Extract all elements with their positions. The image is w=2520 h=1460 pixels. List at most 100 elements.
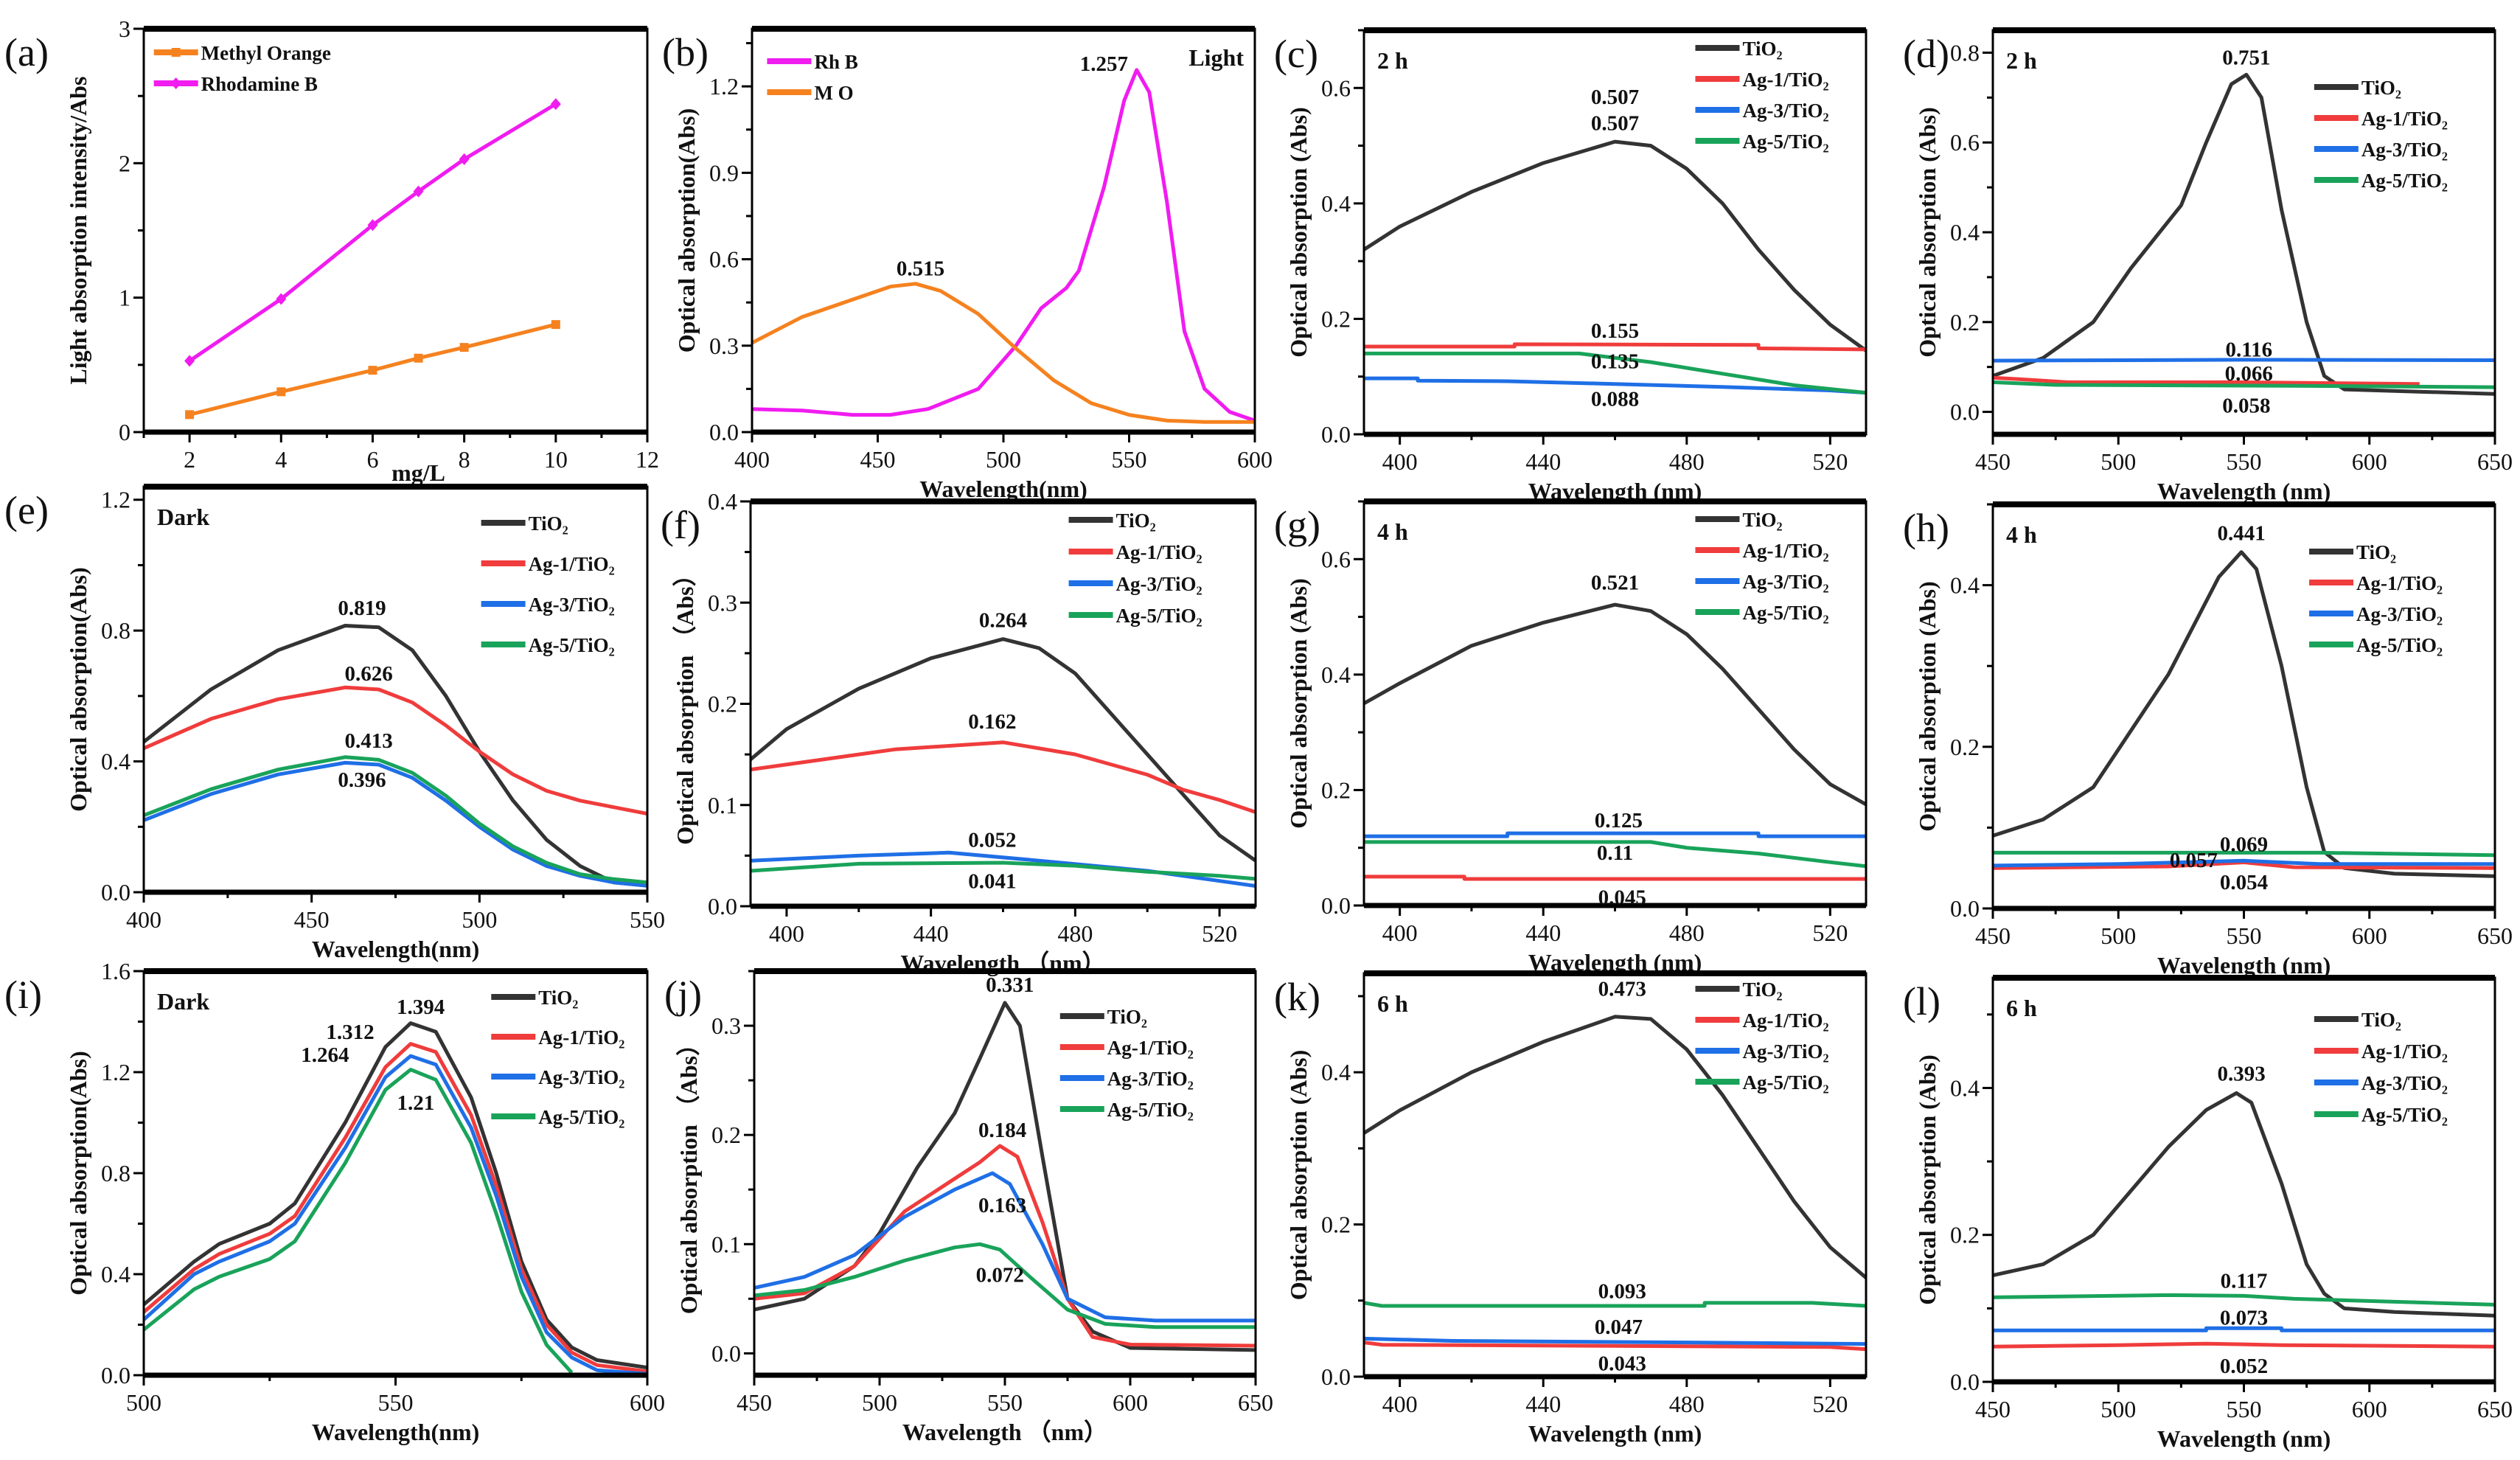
condition-label: Light (1188, 44, 1244, 71)
legend-item: TiO₂ (2314, 1009, 2401, 1031)
legend-item: TiO₂ (1695, 509, 1783, 531)
x-tick-label: 650 (2477, 1396, 2513, 1422)
series-line-tio- (751, 637, 1256, 863)
x-tick-label: 550 (2227, 448, 2262, 475)
series-line-ag-3-tio- (144, 1054, 647, 1375)
x-tick-label: 450 (737, 1389, 772, 1416)
y-tick-label: 0.2 (711, 1122, 741, 1148)
legend: TiO₂ Ag-1/TiO₂ Ag-3/TiO₂ Ag-5/TiO₂ (2314, 77, 2448, 192)
legend-label: Ag-5/TiO₂ (1742, 1071, 1828, 1094)
y-tick-label: 0.4 (1950, 219, 1980, 246)
legend-label: Ag-3/TiO₂ (1742, 571, 1828, 593)
legend: TiO₂ Ag-1/TiO₂ Ag-3/TiO₂ Ag-5/TiO₂ (2314, 1009, 2448, 1126)
legend-label: TiO₂ (2361, 1009, 2401, 1031)
panel-label: (d) (1903, 32, 1949, 76)
legend-label: Ag-5/TiO₂ (1742, 131, 1828, 153)
x-tick-label: 550 (2227, 1396, 2262, 1422)
series-line-tio- (1993, 1091, 2495, 1318)
peak-value-annotation: 0.184 (978, 1119, 1026, 1142)
legend-item: Ag-3/TiO₂ (1695, 100, 1829, 122)
series-line-tio- (1993, 550, 2495, 878)
series-line-ag-5-tio- (1993, 850, 2495, 858)
peak-value-annotation: 0.058 (2222, 394, 2270, 417)
legend-marker (170, 77, 181, 89)
legend-label: TiO₂ (2356, 541, 2396, 563)
legend-label: Ag-3/TiO₂ (2361, 1072, 2448, 1094)
peak-value-annotation: 0.162 (968, 710, 1016, 734)
legend-label: Ag-3/TiO₂ (2361, 139, 2448, 161)
y-tick-label: 0.1 (708, 792, 737, 818)
legend: TiO₂ Ag-1/TiO₂ Ag-3/TiO₂ Ag-5/TiO₂ (1695, 38, 1829, 153)
panel-label: (c) (1274, 32, 1318, 76)
legend-item: TiO₂ (491, 987, 578, 1009)
data-point-marker (550, 98, 561, 111)
y-tick-label: 0.4 (1950, 572, 1980, 599)
legend-item: Ag-1/TiO₂ (1059, 1037, 1194, 1059)
y-tick-label: 0.6 (1321, 546, 1351, 572)
legend-item: Ag-5/TiO₂ (2309, 634, 2443, 656)
peak-value-annotation: 0.088 (1591, 387, 1639, 411)
series-line-ag-3-tio- (751, 850, 1256, 888)
y-tick-label: 0.4 (101, 1261, 130, 1287)
legend-item: Ag-1/TiO₂ (1695, 69, 1829, 91)
legend: Methyl Orange Rhodamine B (153, 42, 331, 95)
peak-value-annotation: 0.473 (1598, 978, 1646, 1001)
y-tick-label: 0.1 (711, 1231, 741, 1257)
y-tick-label: 0.8 (1950, 39, 1980, 66)
legend-item: Ag-3/TiO₂ (1695, 571, 1829, 593)
legend-item: Ag-5/TiO₂ (2314, 1104, 2448, 1126)
legend-label: Ag-1/TiO₂ (2361, 108, 2448, 130)
legend-label: TiO₂ (1116, 510, 1156, 532)
y-tick-label: 0 (119, 419, 130, 445)
legend-item: Ag-1/TiO₂ (2314, 108, 2448, 130)
legend-label: Ag-5/TiO₂ (1107, 1099, 1194, 1121)
y-tick-label: 0.6 (1321, 74, 1351, 101)
legend: Rh B M O (767, 51, 858, 104)
x-axis-label: Wavelength (nm) (2157, 1425, 2331, 1452)
legend-item: Rhodamine B (153, 73, 318, 95)
x-tick-label: 6 (366, 446, 378, 473)
series-line-ag-1-tio- (754, 1144, 1256, 1348)
y-tick-label: 1.2 (101, 487, 130, 513)
legend-item: Ag-3/TiO₂ (1059, 1068, 1194, 1090)
legend-item: Ag-1/TiO₂ (491, 1026, 624, 1049)
x-tick-label: 550 (630, 906, 665, 933)
x-tick-label: 10 (544, 446, 568, 473)
y-tick-label: 0.4 (1321, 661, 1351, 688)
condition-label: 6 h (1377, 990, 1408, 1017)
data-point-marker (184, 355, 195, 367)
y-tick-label: 0.8 (101, 1160, 130, 1186)
legend-item: Ag-1/TiO₂ (2309, 572, 2443, 594)
peak-value-annotation: 0.507 (1591, 111, 1639, 135)
x-tick-label: 600 (2352, 1396, 2387, 1422)
data-point-marker (185, 410, 195, 420)
legend: TiO₂ Ag-1/TiO₂ Ag-3/TiO₂ Ag-5/TiO₂ (491, 987, 624, 1128)
legend-item: Ag-5/TiO₂ (491, 1106, 624, 1128)
peak-value-annotation: 0.069 (2220, 832, 2268, 856)
y-axis-label: Optical absorption (Abs) (1285, 1050, 1312, 1301)
x-tick-label: 440 (1525, 920, 1561, 946)
legend-label: Ag-3/TiO₂ (1742, 100, 1828, 122)
y-tick-label: 0.3 (708, 589, 737, 616)
legend-label: Methyl Orange (201, 42, 331, 64)
legend-item: Ag-5/TiO₂ (1695, 602, 1829, 624)
x-tick-label: 550 (987, 1389, 1023, 1416)
peak-value-annotation: 0.441 (2217, 521, 2265, 545)
series-line-ag-3-tio- (1364, 831, 1866, 838)
y-tick-label: 0.0 (1321, 892, 1351, 919)
legend-item: Ag-5/TiO₂ (1695, 1071, 1829, 1094)
legend-label: M O (814, 82, 853, 104)
x-tick-label: 550 (1112, 446, 1147, 473)
data-point-marker (368, 366, 377, 375)
peak-value-annotation: 0.117 (2221, 1270, 2268, 1293)
y-tick-label: 0.3 (711, 1012, 741, 1039)
x-tick-label: 440 (913, 920, 949, 947)
data-point-marker (459, 343, 469, 352)
series-line-ag-1-tio- (1364, 342, 1866, 352)
series-line-tio- (144, 1021, 647, 1370)
x-tick-label: 480 (1669, 448, 1705, 475)
y-tick-label: 1.6 (101, 958, 130, 984)
panel-e: 400 450 500 550 0.0 0.4 0.8 1.2 Wavelength(nm) Op… (4, 484, 665, 962)
panel-l: 450 500 550 600 650 0.0 0.2 0.4 Wavelength (nm) O… (1903, 975, 2513, 1452)
x-tick-label: 12 (636, 446, 659, 473)
